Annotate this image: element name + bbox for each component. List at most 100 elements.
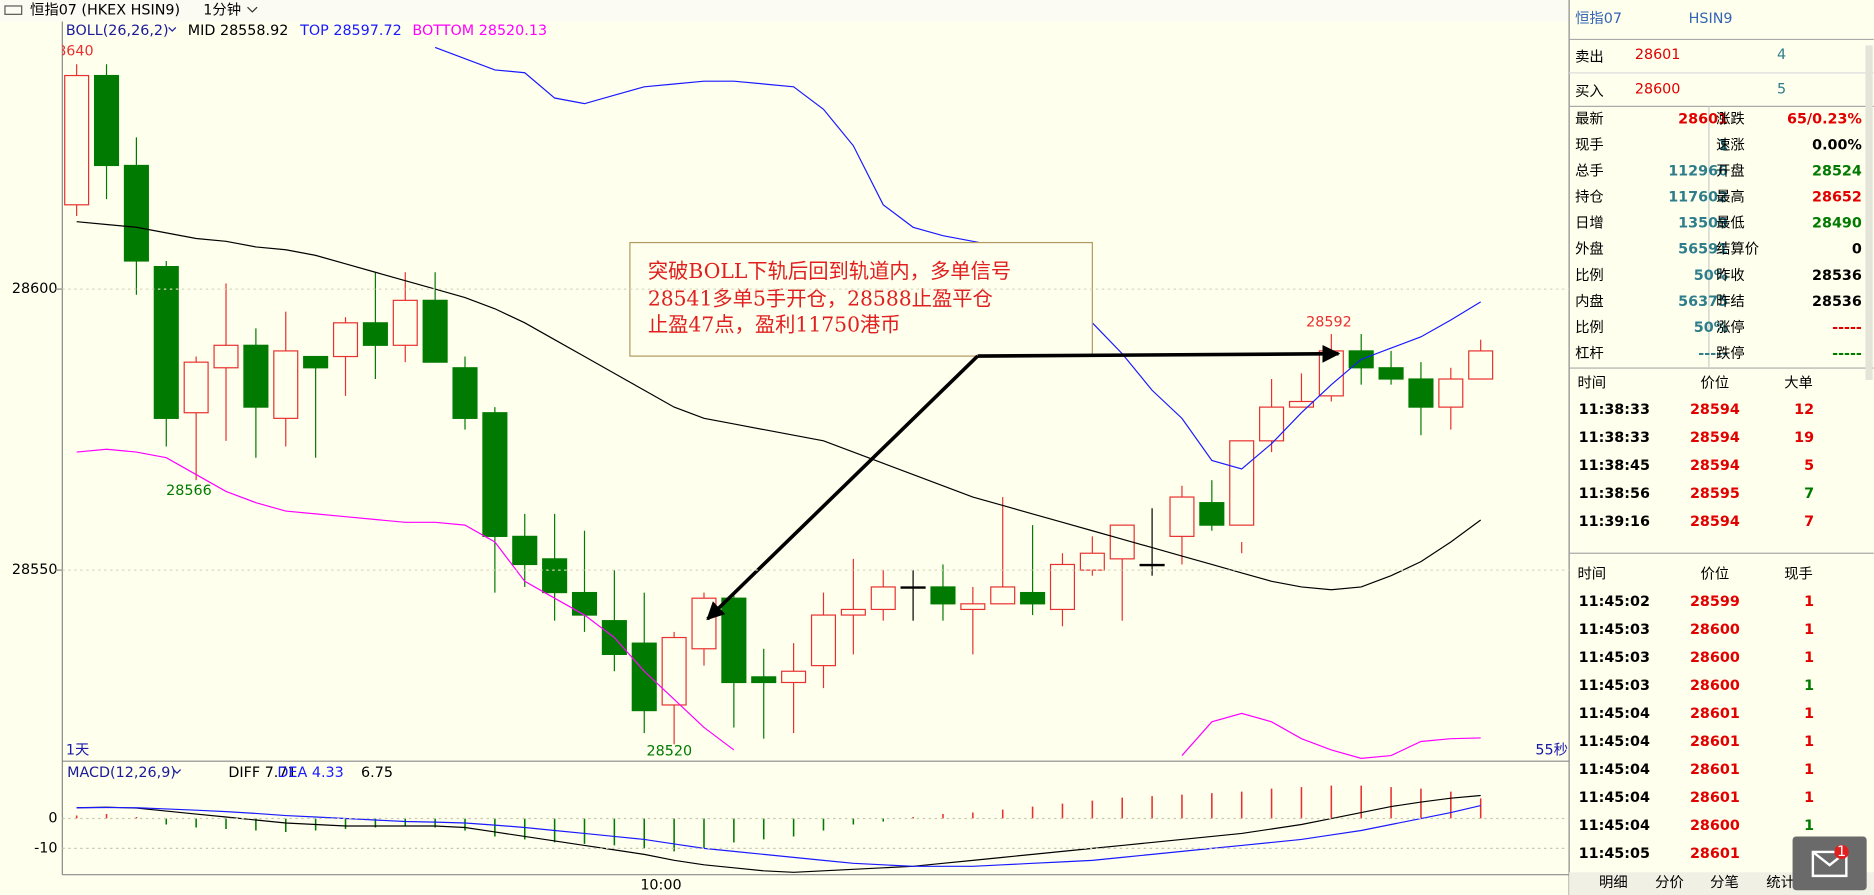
quote-panel: 恒指07 HSIN9 卖出 28601 4 买入 28600 5 最新 28601… [1569, 10, 1874, 895]
trade-qty: 1 [1804, 650, 1814, 666]
field-value: 28536 [1812, 268, 1862, 284]
trade-time: 11:45:04 [1579, 762, 1650, 778]
ask-label: 卖出 [1575, 48, 1604, 65]
candle-body [571, 591, 598, 616]
y-tick-label: 28600 [12, 281, 58, 297]
candle-body [1408, 378, 1434, 408]
candle-body [960, 603, 986, 611]
tab[interactable]: 统计 [1766, 874, 1795, 891]
window-icon [4, 5, 23, 15]
trade-qty: 7 [1804, 514, 1814, 530]
macd-line [76, 805, 1481, 867]
field-value: 65/0.23% [1787, 111, 1862, 127]
field-value: 1 [1718, 138, 1728, 154]
field-value: 28524 [1812, 164, 1862, 180]
bid-label: 买入 [1575, 83, 1604, 100]
trade-time: 11:45:04 [1579, 706, 1650, 722]
field-value: 117602 [1668, 190, 1728, 206]
y-tick-label: -10 [34, 840, 57, 856]
trade-time: 11:39:16 [1579, 514, 1650, 530]
trade-price: 28594 [1690, 514, 1740, 530]
ask-qty: 4 [1777, 47, 1786, 63]
field-value: 0.00% [1812, 138, 1862, 154]
trade-price: 28594 [1690, 458, 1740, 474]
period[interactable]: 1分钟 [203, 2, 241, 19]
scrollbar[interactable] [1865, 45, 1873, 380]
field-value: 28601 [1678, 111, 1728, 127]
range-label: 1天 [66, 742, 89, 758]
field-label: 日增 [1575, 215, 1604, 232]
trade-time: 11:38:33 [1579, 430, 1650, 446]
candle-body [840, 608, 866, 616]
trade-qty: 1 [1804, 818, 1814, 834]
trade-time: 11:45:04 [1579, 818, 1650, 834]
legend-entry: MID 28558.92 [188, 23, 289, 39]
trade-price: 28594 [1690, 402, 1740, 418]
field-value: ----- [1698, 346, 1728, 362]
boll-line [434, 46, 1482, 470]
trade-qty: 19 [1794, 430, 1814, 446]
field-label: 外盘 [1575, 240, 1604, 258]
field-label: 开盘 [1716, 162, 1745, 180]
candle-body [900, 586, 926, 589]
tab[interactable]: 分价 [1655, 874, 1684, 891]
price-marker: 28566 [166, 483, 212, 499]
mail-button[interactable] [1792, 836, 1867, 891]
quote-name: 恒指07 [1575, 10, 1622, 27]
field-label: 跌停 [1716, 345, 1745, 362]
arrow [706, 354, 979, 621]
ask-price: 28601 [1635, 47, 1681, 63]
trade-qty: 12 [1794, 402, 1814, 418]
trade-qty: 7 [1804, 486, 1814, 502]
trade-time: 11:45:03 [1579, 650, 1650, 666]
trade-time: 11:45:03 [1579, 678, 1650, 694]
candle-body [1318, 350, 1344, 397]
field-label: 昨结 [1716, 293, 1745, 310]
candle-body [273, 350, 299, 419]
candle-body [930, 586, 956, 605]
time-label: 55秒 [1535, 741, 1568, 758]
candle-body [153, 266, 179, 419]
dropdown [168, 27, 177, 32]
candle-body [1020, 591, 1046, 605]
tab[interactable]: 明细 [1599, 874, 1628, 891]
legend-entry: DIFF 7.71 [228, 765, 296, 781]
field-label: 现手 [1575, 137, 1604, 154]
trade-qty: 5 [1804, 458, 1814, 474]
trade-price: 28594 [1690, 430, 1740, 446]
boll-line [76, 221, 1482, 591]
field-label: 速涨 [1716, 137, 1745, 154]
price-marker: 28592 [1306, 315, 1352, 331]
trade-price: 28600 [1690, 622, 1740, 638]
trade-qty: 1 [1804, 622, 1814, 638]
candle-body [1378, 367, 1404, 380]
candle-body [1139, 563, 1165, 567]
field-label: 最低 [1716, 215, 1745, 232]
mail-badge [1834, 844, 1849, 860]
field-value: ----- [1832, 346, 1862, 362]
trade-price: 28601 [1690, 790, 1740, 806]
candle-body [123, 164, 149, 262]
candle-body [422, 299, 448, 363]
field-label: 涨停 [1716, 319, 1745, 336]
candle-body [990, 586, 1016, 605]
trade-time: 11:45:05 [1579, 846, 1650, 862]
candle-body [1438, 378, 1464, 408]
chart-title: 恒指07 [30, 2, 77, 19]
field-value: 28490 [1812, 216, 1862, 232]
mail-badge-count: 1 [1837, 844, 1846, 860]
macd-pane [75, 785, 1482, 873]
column-header: 价位 [1701, 375, 1730, 392]
candle-body [542, 558, 568, 594]
candle-body [183, 361, 209, 414]
tab[interactable]: 分笔 [1710, 874, 1739, 891]
trade-price: 28600 [1690, 818, 1740, 834]
macd-legend: MACD(12,26,9) [67, 765, 176, 781]
note-box [629, 241, 1093, 357]
trade-time: 11:45:04 [1579, 790, 1650, 806]
trade-qty: 1 [1804, 594, 1814, 610]
candle-body [781, 670, 807, 684]
candle-body [303, 355, 329, 369]
